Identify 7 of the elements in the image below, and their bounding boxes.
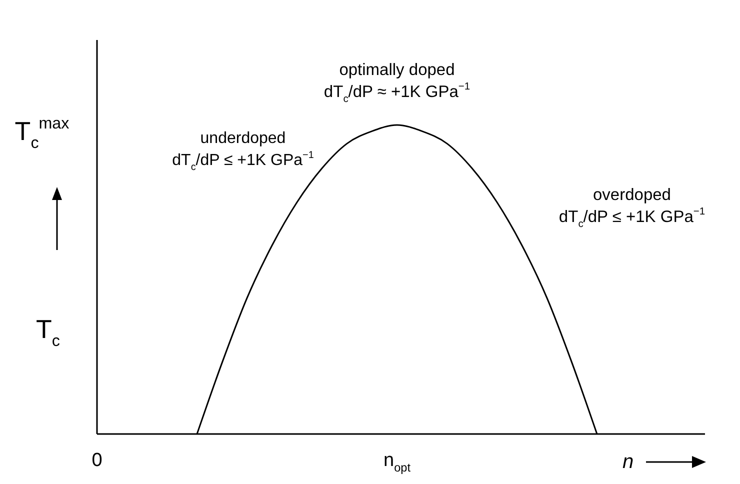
- text: optimally doped dT$_{c}$/dP ≈ +1K GPa$^{−1}$: [324, 61, 470, 105]
- x-axis-title: n: [622, 451, 634, 473]
- x-tick-label: 0: [92, 450, 102, 471]
- annotation: underdoped dT$_{c}$/dP ≤ +1K GPa$^{−1}$: [172, 130, 314, 173]
- y-axis-title: T$_{c}$: [36, 314, 60, 350]
- x-tick-label: n$_{opt}$: [384, 450, 412, 475]
- annotation: overdoped dT$_{c}$/dP ≤ +1K GPa$^{−1}$: [558, 186, 706, 230]
